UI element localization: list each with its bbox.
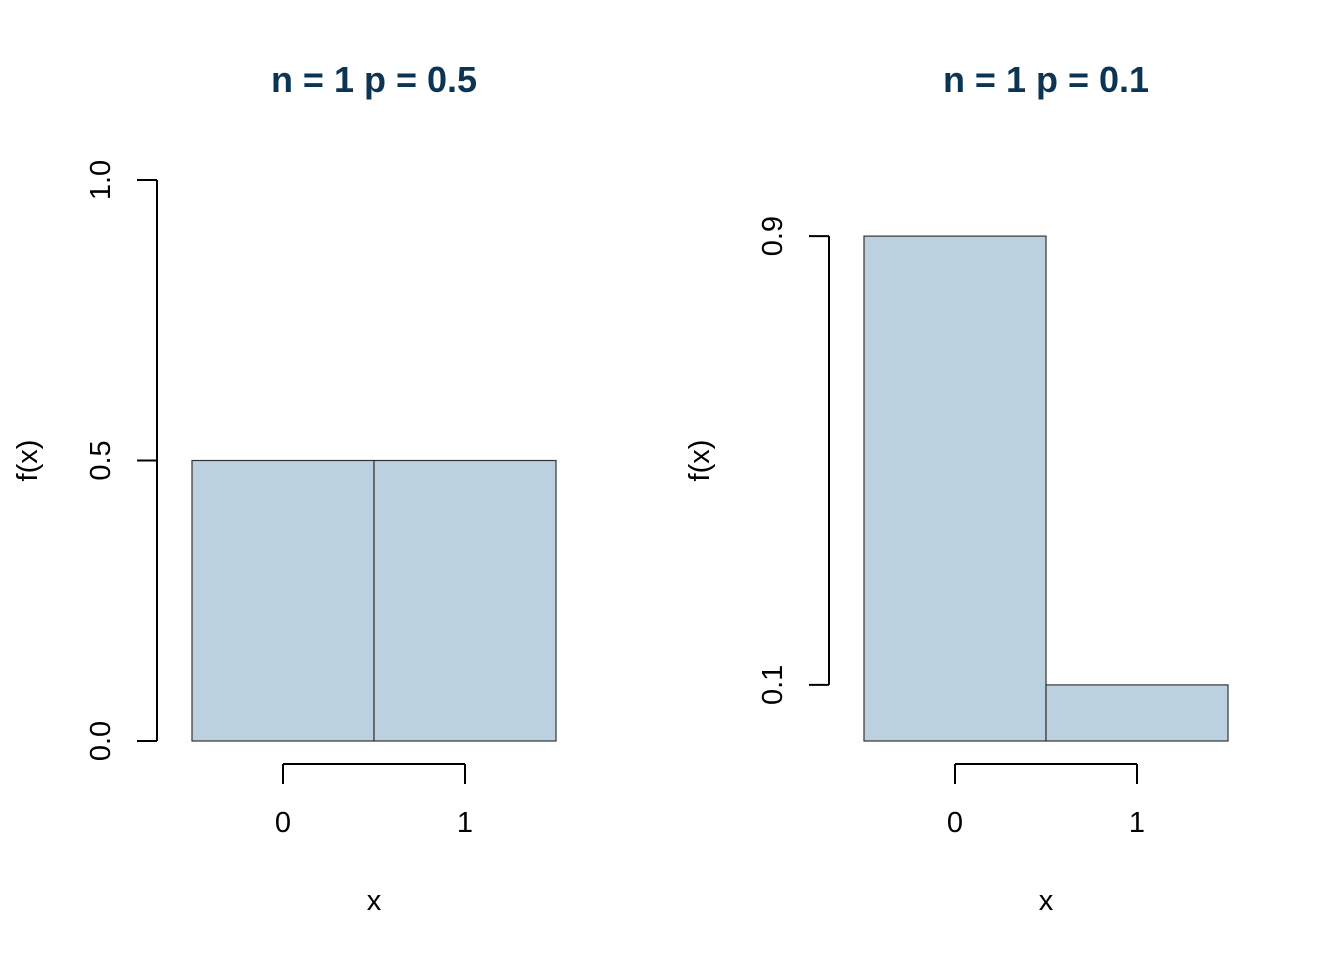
x-tick-label: 0: [947, 807, 963, 839]
x-tick-label: 1: [457, 807, 473, 839]
bar-0: [863, 235, 1047, 742]
x-tick-label: 0: [275, 807, 291, 839]
bar-1: [373, 459, 557, 742]
y-tick-label: 0.5: [85, 440, 117, 480]
chart-title: n = 1 p = 0.5: [271, 59, 477, 100]
bar-1: [1045, 684, 1229, 742]
chart-title: n = 1 p = 0.1: [943, 59, 1149, 100]
y-axis-label: f(x): [12, 440, 44, 482]
chart-panel-1: n = 1 p = 0.5 0.0 0.5 1.0 f(x) 0 1 x: [12, 59, 557, 917]
bar-0: [191, 459, 375, 742]
y-tick-label: 0.0: [85, 721, 117, 761]
y-tick-label: 0.9: [757, 216, 789, 256]
x-axis-label: x: [367, 885, 382, 917]
chart-panel-2: n = 1 p = 0.1 0.1 0.9 f(x) 0 1 x: [684, 59, 1229, 917]
y-tick-label: 1.0: [85, 160, 117, 200]
x-axis-label: x: [1039, 885, 1054, 917]
x-tick-label: 1: [1129, 807, 1145, 839]
y-axis-label: f(x): [684, 440, 716, 482]
y-tick-label: 0.1: [757, 665, 789, 705]
